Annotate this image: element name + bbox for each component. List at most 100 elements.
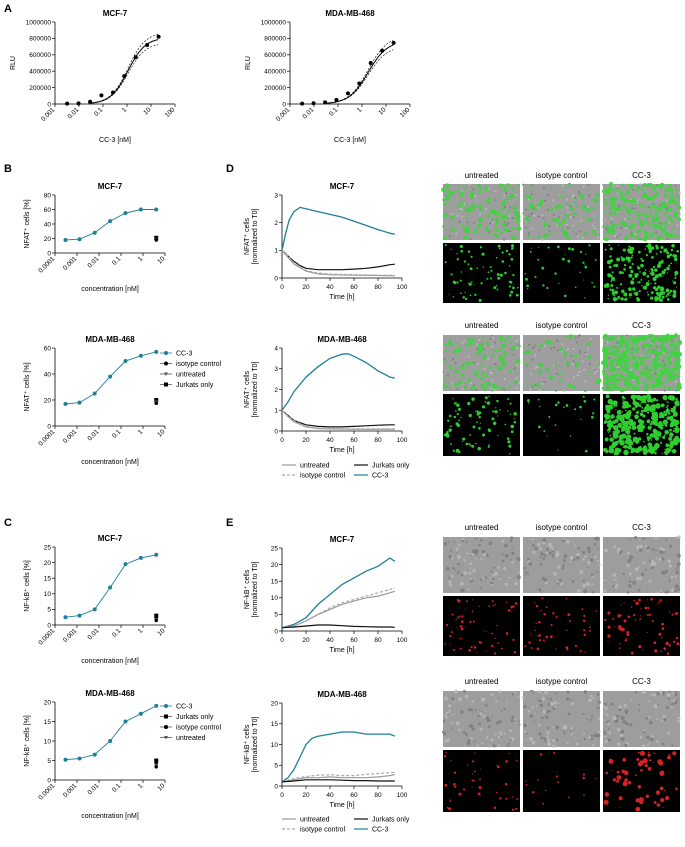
fluor-spot xyxy=(658,420,663,425)
chart-title: MCF-7 xyxy=(98,534,123,543)
fluor-spot xyxy=(496,765,500,769)
fluor-spot xyxy=(538,634,541,637)
series-line-isotype-control xyxy=(281,249,395,276)
fluor-spot xyxy=(568,620,571,623)
y-tick-label: 15 xyxy=(271,579,279,586)
fluor-overlay-spot xyxy=(530,184,533,188)
cell-texture xyxy=(481,697,486,702)
fluor-spot xyxy=(612,778,617,782)
fluor-spot xyxy=(658,632,662,636)
fluor-overlay-spot xyxy=(503,188,508,192)
fluor-overlay-spot xyxy=(608,226,612,230)
cell-texture xyxy=(517,343,520,346)
fluor-overlay-spot xyxy=(678,217,682,221)
fluor-spot xyxy=(633,599,636,602)
fluor-overlay-spot xyxy=(643,192,647,196)
fluor-spot xyxy=(460,249,464,253)
data-point xyxy=(300,101,305,106)
cell-texture xyxy=(495,720,500,725)
fluor-overlay-spot xyxy=(503,354,506,357)
cell-texture xyxy=(644,568,648,572)
cell-texture xyxy=(596,559,600,563)
fluor-spot xyxy=(624,401,629,406)
fluor-spot xyxy=(495,256,498,259)
cell-texture xyxy=(458,220,461,223)
cell-texture xyxy=(667,693,671,697)
fluor-spot xyxy=(469,434,472,436)
x-tick-label: 1 xyxy=(356,106,364,114)
fluor-overlay-spot xyxy=(587,342,591,346)
fluor-overlay-spot xyxy=(603,356,606,359)
e-mdamb-top-0 xyxy=(441,689,521,749)
cell-texture xyxy=(505,701,508,704)
fluor-overlay-spot xyxy=(478,190,482,194)
fluor-spot xyxy=(667,416,670,419)
cell-texture xyxy=(455,552,458,554)
x-axis-label: concentration [nM] xyxy=(81,813,139,820)
y-axis-label: NF-kB⁺ cells [%] xyxy=(23,715,31,767)
fluor-spot xyxy=(671,448,677,454)
fluor-spot xyxy=(491,644,494,648)
cell-texture xyxy=(470,578,473,581)
cell-texture xyxy=(665,590,669,594)
cell-texture xyxy=(517,696,520,699)
cell-texture xyxy=(528,561,533,566)
cell-texture xyxy=(556,582,560,586)
cell-texture xyxy=(589,558,594,562)
cell-texture xyxy=(457,554,461,559)
fluor-overlay-spot xyxy=(527,195,533,200)
fluor-spot xyxy=(650,271,655,276)
fluor-spot xyxy=(504,782,508,786)
cell-texture xyxy=(604,548,608,553)
fluor-spot xyxy=(628,287,632,292)
fluor-spot xyxy=(447,419,450,422)
fluor-spot xyxy=(651,620,654,623)
fluor-spot xyxy=(639,615,642,617)
fluor-overlay-spot xyxy=(607,336,613,342)
fluor-spot xyxy=(661,299,663,301)
cell-texture xyxy=(454,362,457,365)
fluor-spot xyxy=(513,650,517,654)
fluor-spot xyxy=(484,401,487,403)
fluor-spot xyxy=(640,409,644,413)
fluor-overlay-spot xyxy=(587,207,591,212)
fluor-overlay-spot xyxy=(645,370,651,375)
fluor-spot xyxy=(508,285,511,288)
fluor-spot xyxy=(666,406,668,409)
cell-texture xyxy=(639,238,642,241)
cell-texture xyxy=(541,214,544,217)
fluor-spot xyxy=(543,612,546,616)
cell-texture xyxy=(625,721,630,726)
fluor-spot xyxy=(450,760,452,762)
fluor-spot xyxy=(646,436,651,440)
fluor-spot xyxy=(539,753,543,756)
cell-texture xyxy=(507,742,510,745)
fluor-spot xyxy=(487,446,490,448)
fluor-spot xyxy=(595,777,597,780)
cell-texture xyxy=(509,729,512,733)
d-mdamb-top-2 xyxy=(600,333,683,393)
legend-label: CC-3 xyxy=(372,473,388,480)
cell-texture xyxy=(479,586,483,589)
fluor-overlay-spot xyxy=(561,195,563,198)
fluor-overlay-spot xyxy=(466,224,469,227)
fluor-overlay-spot xyxy=(676,374,680,378)
cell-texture xyxy=(531,740,536,745)
cell-texture xyxy=(448,709,451,712)
fluor-overlay-spot xyxy=(615,187,619,191)
cell-texture xyxy=(509,576,512,579)
fluor-spot xyxy=(639,427,644,433)
fluor-spot xyxy=(535,604,539,608)
fluor-spot xyxy=(634,274,638,278)
fluor-spot xyxy=(641,259,645,263)
fluor-overlay-spot xyxy=(618,338,621,341)
fluor-overlay-spot xyxy=(471,385,476,390)
fluor-spot xyxy=(507,609,511,612)
fluor-spot xyxy=(640,263,644,268)
fluor-spot xyxy=(663,271,666,274)
fluor-overlay-spot xyxy=(602,367,606,370)
x-tick-label: 1 xyxy=(137,782,145,790)
fluor-overlay-spot xyxy=(604,376,610,382)
fluor-spot xyxy=(495,791,498,794)
fluor-overlay-spot xyxy=(642,368,645,371)
